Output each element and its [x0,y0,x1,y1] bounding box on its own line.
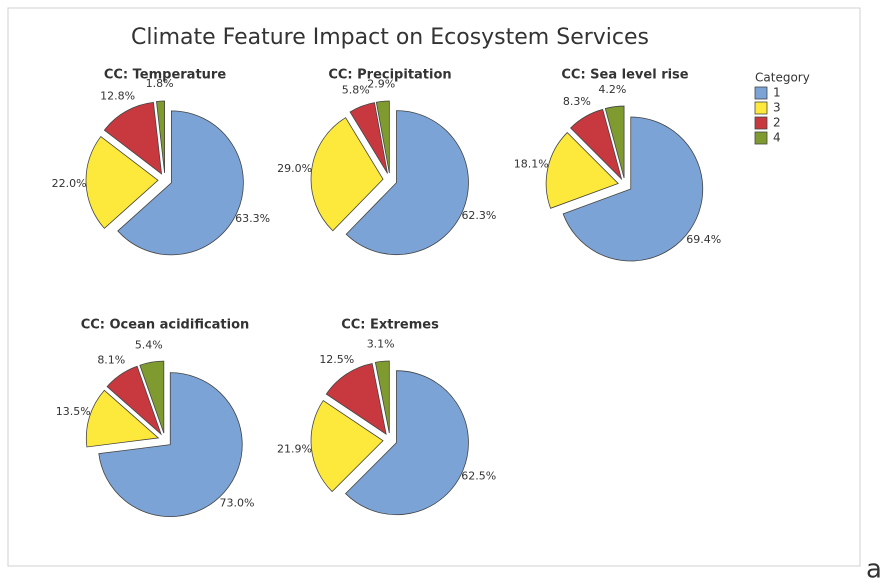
pie-slice [545,132,619,209]
pie-title: CC: Ocean acidification [81,318,250,333]
slice-label: 5.4% [135,338,163,351]
slice-label: 62.3% [461,209,496,222]
slice-label: 4.2% [598,83,626,96]
slice-label: 73.0% [220,496,255,509]
legend-swatch [754,101,768,115]
slice-label: 63.3% [235,212,270,225]
legend-label: 2 [773,116,781,130]
pie-slice [349,102,388,174]
slice-label: 8.3% [563,95,591,108]
slice-label: 22.0% [52,177,87,190]
slice-label: 8.1% [97,353,125,366]
pie-slice [345,110,469,256]
pie-slice [85,389,160,448]
slice-label: 13.5% [56,405,91,418]
slice-label: 69.4% [686,233,721,246]
caption: a [866,555,881,581]
pie-slice [139,360,165,434]
slice-label: 18.1% [514,157,549,170]
pie-slice [375,100,390,174]
pie-slice [562,116,704,262]
pie-slice [570,108,623,181]
legend-label: 1 [773,86,781,100]
slice-label: 12.5% [319,353,354,366]
legend-label: 3 [773,101,781,115]
pie-slice [604,105,625,179]
pie-slice [156,100,166,174]
pie-slice [310,117,384,232]
slice-label: 62.5% [461,470,496,483]
legend-title: Category [755,71,810,85]
pie-slice [85,135,159,229]
pie-slice [374,360,390,434]
chart-title: Climate Feature Impact on Ecosystem Serv… [131,25,649,50]
pie-slice [117,110,244,256]
pie-title: CC: Precipitation [328,68,451,83]
pie-slice [103,101,163,175]
pie-slice [98,372,243,518]
pie-slice [325,363,387,436]
pie-title: CC: Sea level rise [561,68,688,83]
slice-label: 5.8% [342,83,370,96]
slice-label: 29.0% [277,162,312,175]
slice-label: 2.9% [367,77,395,90]
slice-label: 1.8% [146,77,174,90]
pie-slice [106,365,162,436]
slice-label: 3.1% [367,337,395,350]
pie-slice [344,370,469,516]
legend-swatch [754,116,768,130]
pie-slice [310,400,384,493]
pie-title: CC: Extremes [341,318,439,333]
slice-label: 21.9% [277,442,312,455]
legend-label: 4 [773,131,781,145]
pie-title: CC: Temperature [104,68,226,83]
slice-label: 12.8% [100,89,135,102]
legend-swatch [754,131,768,145]
legend-swatch [754,86,768,100]
